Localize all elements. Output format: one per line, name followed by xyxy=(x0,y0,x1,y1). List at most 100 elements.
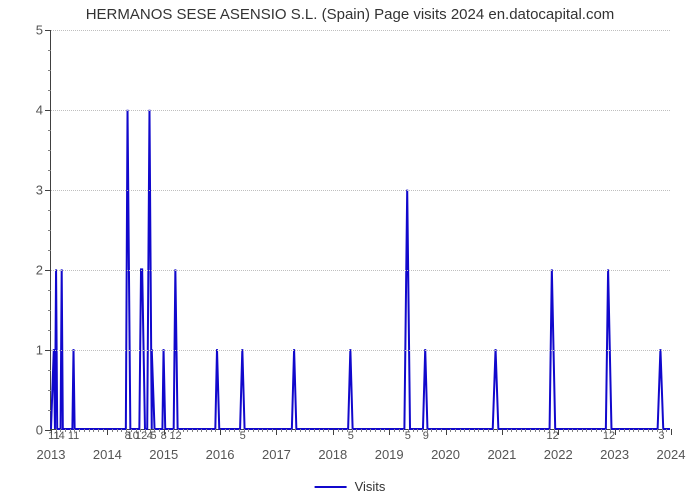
x-tick-minor xyxy=(225,429,226,432)
x-tick-minor xyxy=(582,429,583,432)
value-label: 12 xyxy=(135,429,147,442)
value-label: 5 xyxy=(405,429,411,442)
x-tick-minor xyxy=(460,429,461,432)
x-tick-minor xyxy=(436,429,437,432)
x-tick-minor xyxy=(201,429,202,432)
x-tick-minor xyxy=(488,429,489,432)
x-tick-minor xyxy=(356,429,357,432)
x-tick xyxy=(389,429,390,435)
x-tick-minor xyxy=(291,429,292,432)
x-tick-minor xyxy=(338,429,339,432)
gridline xyxy=(51,30,670,31)
x-tick-minor xyxy=(511,429,512,432)
x-tick-minor xyxy=(535,429,536,432)
x-tick-minor xyxy=(507,429,508,432)
x-tick-minor xyxy=(652,429,653,432)
x-tick-minor xyxy=(65,429,66,432)
x-tick-minor xyxy=(586,429,587,432)
x-tick-minor xyxy=(648,429,649,432)
x-tick xyxy=(671,429,672,435)
line-series xyxy=(51,30,670,429)
x-tick-minor xyxy=(305,429,306,432)
x-tick-minor xyxy=(361,429,362,432)
x-tick-minor xyxy=(267,429,268,432)
x-tick-minor xyxy=(413,429,414,432)
x-tick-minor xyxy=(483,429,484,432)
x-tick-minor xyxy=(192,429,193,432)
x-tick-minor xyxy=(624,429,625,432)
x-tick-minor xyxy=(309,429,310,432)
x-tick-minor xyxy=(79,429,80,432)
x-tick-minor xyxy=(183,429,184,432)
x-tick-minor xyxy=(121,429,122,432)
gridline xyxy=(51,350,670,351)
x-tick-minor xyxy=(286,429,287,432)
y-tick xyxy=(45,270,51,271)
x-tick-minor xyxy=(441,429,442,432)
x-tick-minor xyxy=(187,429,188,432)
x-tick-minor xyxy=(568,429,569,432)
x-tick-minor xyxy=(450,429,451,432)
value-label: 9 xyxy=(423,429,429,442)
x-tick-minor xyxy=(643,429,644,432)
x-tick-minor xyxy=(215,429,216,432)
x-tick-minor xyxy=(211,429,212,432)
chart-title: HERMANOS SESE ASENSIO S.L. (Spain) Page … xyxy=(0,6,700,23)
y-tick-minor xyxy=(48,370,51,371)
x-tick-minor xyxy=(380,429,381,432)
y-tick-minor xyxy=(48,230,51,231)
x-tick-minor xyxy=(544,429,545,432)
x-tick-minor xyxy=(300,429,301,432)
x-tick-minor xyxy=(464,429,465,432)
x-tick-minor xyxy=(328,429,329,432)
x-tick-minor xyxy=(234,429,235,432)
x-tick-minor xyxy=(417,429,418,432)
x-tick-minor xyxy=(629,429,630,432)
x-tick-minor xyxy=(601,429,602,432)
x-tick-minor xyxy=(262,429,263,432)
x-tick xyxy=(446,429,447,435)
x-tick-minor xyxy=(103,429,104,432)
x-tick-minor xyxy=(197,429,198,432)
x-tick xyxy=(220,429,221,435)
x-tick-minor xyxy=(272,429,273,432)
x-tick-minor xyxy=(84,429,85,432)
legend-label: Visits xyxy=(355,479,386,494)
y-tick-minor xyxy=(48,170,51,171)
x-tick-minor xyxy=(117,429,118,432)
y-tick-minor xyxy=(48,150,51,151)
x-tick-minor xyxy=(89,429,90,432)
y-tick-minor xyxy=(48,330,51,331)
x-tick-minor xyxy=(431,429,432,432)
x-tick-minor xyxy=(399,429,400,432)
y-tick xyxy=(45,30,51,31)
x-tick-minor xyxy=(666,429,667,432)
x-tick-minor xyxy=(563,429,564,432)
y-tick-minor xyxy=(48,410,51,411)
x-tick-minor xyxy=(394,429,395,432)
value-label: 12 xyxy=(603,429,615,442)
y-tick-minor xyxy=(48,50,51,51)
x-tick-minor xyxy=(229,429,230,432)
y-tick xyxy=(45,350,51,351)
x-tick xyxy=(502,429,503,435)
value-label: 12 xyxy=(169,429,181,442)
y-tick-minor xyxy=(48,90,51,91)
x-tick-minor xyxy=(314,429,315,432)
gridline xyxy=(51,110,670,111)
x-tick-minor xyxy=(539,429,540,432)
x-tick-minor xyxy=(493,429,494,432)
x-tick xyxy=(107,429,108,435)
x-tick-minor xyxy=(258,429,259,432)
x-tick-minor xyxy=(619,429,620,432)
x-tick xyxy=(276,429,277,435)
plot-area: 0123452013201420152016201720182019202020… xyxy=(50,30,670,430)
x-tick-minor xyxy=(577,429,578,432)
y-tick-minor xyxy=(48,250,51,251)
x-tick-minor xyxy=(281,429,282,432)
chart: HERMANOS SESE ASENSIO S.L. (Spain) Page … xyxy=(0,0,700,500)
x-tick-minor xyxy=(342,429,343,432)
x-tick-minor xyxy=(596,429,597,432)
y-tick-minor xyxy=(48,290,51,291)
x-tick-minor xyxy=(375,429,376,432)
